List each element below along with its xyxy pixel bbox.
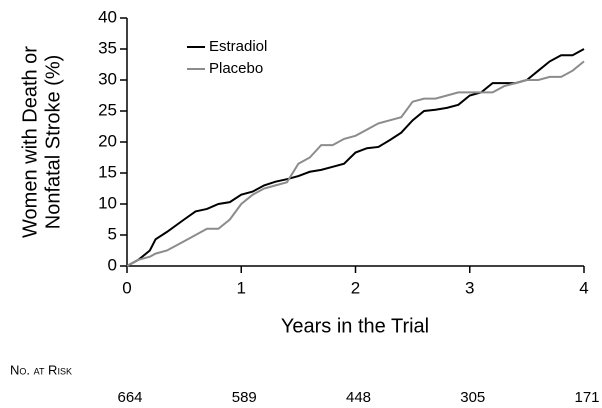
data-line (126, 48, 585, 267)
y-tick-label: 5 (108, 224, 117, 243)
y-axis-title-line: Nonfatal Stroke (%) (42, 55, 64, 230)
x-tick-label: 1 (237, 278, 246, 297)
risk-count: 448 (346, 389, 371, 406)
y-tick-label: 15 (98, 162, 117, 181)
x-tick-label: 0 (122, 278, 131, 297)
x-axis-title: Years in the Trial (281, 315, 429, 337)
y-tick-label: 10 (98, 193, 117, 212)
y-tick-label: 30 (98, 69, 117, 88)
y-tick-label: 25 (98, 100, 117, 119)
y-tick-label: 20 (98, 131, 117, 150)
risk-table-label: No. at Risk (10, 362, 72, 377)
x-tick-label: 3 (465, 278, 474, 297)
risk-count: 171 (574, 389, 599, 406)
legend-label: Estradiol (209, 38, 267, 55)
y-tick-label: 35 (98, 38, 117, 57)
y-axis-title: Women with Death or Nonfatal Stroke (%) (19, 46, 64, 238)
y-axis-title-line: Women with Death or (19, 46, 41, 238)
risk-count: 664 (117, 389, 142, 406)
risk-count: 305 (460, 389, 485, 406)
y-tick-label: 0 (108, 255, 117, 274)
x-tick-label: 4 (579, 278, 588, 297)
data-line (126, 60, 585, 267)
y-tick-label: 40 (98, 7, 117, 26)
x-tick-label: 2 (351, 278, 360, 297)
risk-count: 589 (232, 389, 257, 406)
legend-label: Placebo (209, 60, 263, 77)
